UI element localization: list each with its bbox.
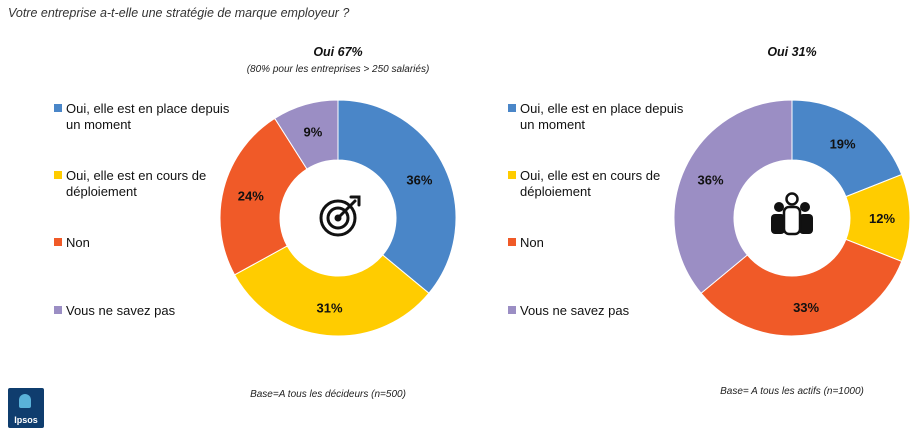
legend-label: Non — [66, 235, 90, 250]
donut-slice — [791, 99, 903, 198]
legend-swatch — [54, 306, 62, 314]
slice-label: 12% — [869, 211, 895, 226]
legend-item: Oui, elle est en cours de déploiement — [508, 168, 698, 200]
legend-swatch — [54, 104, 62, 112]
slice-label: 31% — [317, 301, 343, 316]
legend-item: Vous ne savez pas — [54, 303, 244, 319]
base-note-left: Base=A tous les décideurs (n=500) — [250, 389, 406, 400]
legend-item: Oui, elle est en place depuis un moment — [54, 101, 244, 133]
question-title: Votre entreprise a-t-elle une stratégie … — [8, 6, 350, 20]
donut-slice — [700, 238, 903, 337]
slice-label: 33% — [793, 300, 819, 315]
slice-label: 24% — [238, 189, 264, 204]
legend-item: Vous ne savez pas — [508, 303, 698, 319]
legend-label: Oui, elle est en place depuis un moment — [66, 101, 230, 132]
legend-item: Oui, elle est en cours de déploiement — [54, 168, 244, 200]
legend-label: Oui, elle est en place depuis un moment — [520, 101, 684, 132]
donut-slice — [274, 99, 339, 170]
legend-label: Non — [520, 235, 544, 250]
donut-slice — [219, 117, 308, 276]
legend-swatch — [508, 306, 516, 314]
legend-swatch — [508, 238, 516, 246]
legend-label: Vous ne savez pas — [520, 303, 630, 318]
people-icon — [771, 192, 813, 236]
logo-text: Ipsos — [14, 415, 38, 425]
legend-swatch — [508, 171, 516, 179]
legend-item: Oui, elle est en place depuis un moment — [508, 101, 698, 133]
donut-slice — [233, 245, 430, 337]
legend-swatch — [54, 171, 62, 179]
legend-swatch — [54, 238, 62, 246]
chart-subtitle-left: (80% pour les entreprises > 250 salariés… — [246, 64, 430, 75]
donut-slice — [337, 99, 457, 294]
donut-slice — [673, 99, 793, 294]
legend-label: Oui, elle est en cours de déploiement — [66, 168, 207, 199]
base-note-right: Base= A tous les actifs (n=1000) — [720, 386, 864, 397]
donut-chart-decideurs: 36% 31% 24% 9% — [219, 99, 457, 337]
ipsos-logo: Ipsos — [8, 388, 44, 428]
logo-mark — [19, 394, 31, 408]
chart-title-right: Oui 31% — [767, 45, 817, 59]
slice-label: 9% — [303, 125, 322, 140]
slice-label: 19% — [830, 137, 856, 152]
legend-swatch — [508, 104, 516, 112]
target-icon — [319, 195, 361, 237]
donut-chart-actifs: 19% 12% 33% 36% — [673, 99, 911, 337]
slice-label: 36% — [406, 173, 432, 188]
chart-title-left: Oui 67% — [313, 45, 363, 59]
slice-label: 36% — [698, 173, 724, 188]
legend-item: Non — [54, 235, 244, 251]
legend-label: Vous ne savez pas — [66, 303, 176, 318]
legend-label: Oui, elle est en cours de déploiement — [520, 168, 661, 199]
legend-item: Non — [508, 235, 698, 251]
